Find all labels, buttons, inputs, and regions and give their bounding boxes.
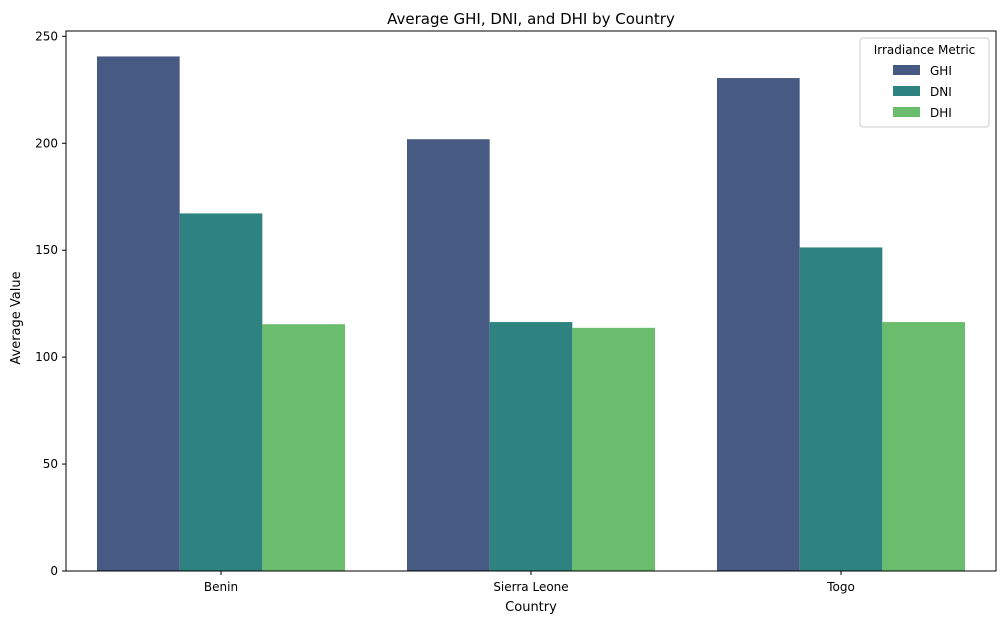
bar-dni-sierra-leone (489, 322, 573, 571)
x-tick-label: Benin (204, 580, 238, 594)
legend-label-dhi: DHI (930, 106, 952, 120)
axes-group: Benin Sierra Leone Togo 0 50 100 150 200 250 (35, 29, 997, 594)
legend-swatch-dni (893, 86, 920, 96)
bar-dhi-togo (882, 322, 965, 571)
chart-title: Average GHI, DNI, and DHI by Country (387, 10, 675, 28)
y-tick-label: 0 (50, 564, 58, 578)
y-tick-label: 250 (35, 29, 58, 43)
plot-frame (65, 30, 997, 572)
x-tick-label: Togo (826, 580, 855, 594)
legend-swatch-ghi (893, 65, 920, 75)
y-axis-label: Average Value (9, 271, 24, 364)
y-tick-label: 50 (43, 457, 58, 471)
legend-label-dni: DNI (930, 85, 952, 99)
y-tick-label: 150 (35, 243, 58, 257)
bar-ghi-togo (717, 78, 800, 572)
bar-dhi-sierra-leone (572, 327, 655, 571)
y-tick-label: 100 (35, 350, 58, 364)
legend-box (859, 37, 990, 128)
bar-dni-togo (799, 247, 883, 571)
bar-ghi-benin (97, 56, 180, 571)
legend-label-ghi: GHI (930, 64, 952, 78)
bar-dhi-benin (262, 324, 345, 571)
bar-ghi-sierra-leone (407, 139, 490, 571)
x-axis-label: Country (505, 600, 557, 615)
bars-group (97, 56, 965, 572)
y-tick-label: 200 (35, 136, 58, 150)
x-tick-label: Sierra Leone (493, 580, 568, 594)
legend-swatch-dhi (893, 107, 920, 117)
bar-dni-benin (179, 213, 263, 571)
legend-title: Irradiance Metric (874, 43, 976, 57)
legend: Irradiance Metric GHI DNI DHI (859, 37, 990, 128)
